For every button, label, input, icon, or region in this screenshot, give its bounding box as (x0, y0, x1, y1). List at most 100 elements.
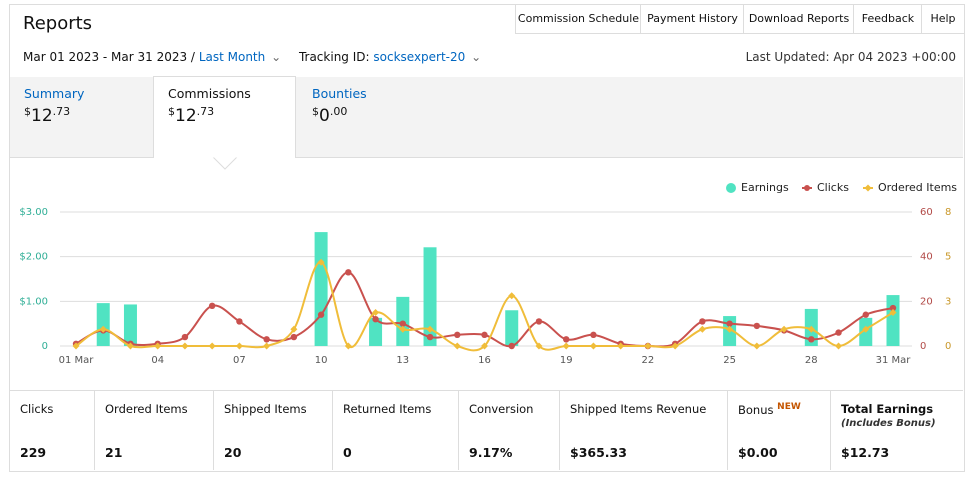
point (699, 318, 706, 325)
nav-button[interactable]: Help (921, 4, 964, 34)
point (426, 325, 434, 333)
nav-button[interactable]: Feedback (853, 4, 922, 34)
tab-label: Bounties (312, 86, 367, 101)
stat-value: $0.00 (738, 445, 778, 460)
legend-label: Earnings (741, 181, 789, 194)
point (372, 316, 379, 323)
nav-button[interactable]: Commission Schedule (515, 4, 641, 34)
tab[interactable]: Commissions $12.73 (168, 86, 251, 126)
chart: 0 $1.00 $2.00 $3.00 0 20 40 60 0 3 5 8 01 Mar 04 07 10 1… (19, 181, 957, 366)
point (589, 342, 597, 350)
point (481, 342, 488, 350)
point (236, 318, 243, 325)
point (317, 258, 325, 266)
currency: $ (312, 105, 319, 118)
whole: 12 (31, 106, 53, 126)
cents: .73 (52, 105, 71, 118)
bar (423, 247, 437, 346)
whole: 0 (319, 106, 330, 126)
tab[interactable]: Summary $12.73 (24, 86, 84, 126)
point (72, 342, 80, 350)
nav-button[interactable]: Payment History (640, 4, 744, 34)
legend-swatch (804, 185, 810, 191)
tick-label: 0 (945, 341, 951, 352)
point (508, 342, 515, 350)
stat-value: 20 (224, 445, 242, 460)
x-tick-label: 25 (723, 355, 736, 366)
tick-label: $1.00 (19, 296, 48, 307)
tab[interactable]: Bounties $0.00 (312, 86, 367, 126)
tab-amount: $12.73 (24, 105, 84, 126)
stat-label: Conversion (469, 402, 534, 416)
point (453, 342, 461, 350)
point (126, 342, 134, 350)
tick-label: $2.00 (19, 252, 48, 263)
tracking-dropdown[interactable]: socksexpert-20 (373, 50, 466, 64)
stat-label: Ordered Items (105, 402, 188, 416)
last-updated: Last Updated: Apr 04 2023 +00:00 (745, 50, 956, 64)
point (807, 325, 815, 333)
point (889, 304, 897, 312)
point (862, 311, 869, 318)
point (317, 311, 325, 318)
point (181, 333, 189, 341)
x-tick-label: 01 Mar (59, 355, 95, 366)
tick-label: 40 (920, 252, 933, 263)
stat-label: Clicks (20, 402, 54, 416)
tick-label: $3.00 (19, 207, 48, 218)
tab-pointer (212, 156, 238, 170)
point (562, 342, 570, 350)
x-tick-label: 31 Mar (876, 355, 912, 366)
bar (369, 317, 383, 346)
point (290, 333, 298, 341)
point (263, 336, 270, 343)
stat-cell: Ordered Items 21 (95, 391, 214, 470)
point (263, 342, 271, 350)
stat-value: $12.73 (841, 445, 890, 460)
period-dropdown[interactable]: Last Month (198, 50, 266, 64)
bar (505, 310, 519, 346)
stat-label: Returned Items (343, 402, 432, 416)
point (372, 309, 380, 316)
point (753, 322, 761, 330)
bar (886, 295, 900, 346)
stat-value: 9.17% (469, 445, 513, 460)
point (563, 336, 570, 343)
currency: $ (168, 105, 175, 118)
stat-label: Shipped Items (224, 402, 307, 416)
stat-value: 0 (343, 445, 352, 460)
stat-cell: Returned Items 0 (333, 391, 459, 470)
tick-label: 3 (945, 296, 951, 307)
date-range: Mar 01 2023 - Mar 31 2023 / (23, 50, 195, 64)
legend-label: Clicks (817, 181, 849, 194)
point (344, 342, 352, 350)
point (617, 342, 625, 350)
currency: $ (24, 105, 31, 118)
stat-label: Bonus NEW (738, 402, 801, 417)
whole: 12 (175, 106, 197, 126)
stat-cell: Conversion 9.17% (459, 391, 560, 470)
x-tick-label: 13 (396, 355, 409, 366)
cents: .00 (329, 105, 348, 118)
point (671, 342, 679, 350)
bar (96, 303, 110, 346)
point (399, 325, 407, 333)
point (508, 292, 516, 300)
point (726, 325, 734, 333)
point (862, 325, 870, 333)
point (454, 331, 461, 339)
stat-label-text: Bonus (738, 402, 774, 417)
tab-label: Summary (24, 86, 85, 101)
point (590, 331, 597, 339)
tick-label: 60 (920, 207, 933, 218)
x-tick-label: 07 (233, 355, 246, 366)
nav-button[interactable]: Download Reports (743, 4, 854, 34)
point (780, 325, 788, 333)
stat-cell: Shipped Items Revenue $365.33 (560, 391, 728, 470)
stat-value: 229 (20, 445, 47, 460)
point (835, 329, 842, 336)
filter-row: Mar 01 2023 - Mar 31 2023 / Last Month ⌄… (23, 50, 481, 64)
x-tick-label: 10 (315, 355, 328, 366)
x-tick-label: 04 (151, 355, 164, 366)
caret: ⌄ (271, 50, 282, 64)
